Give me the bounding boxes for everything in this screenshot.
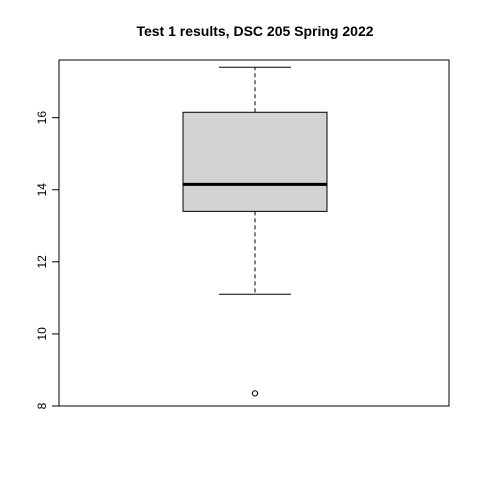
box-plot: [182, 66, 328, 397]
y-tick-label: 8: [35, 402, 49, 409]
y-tick-label: 12: [35, 255, 49, 269]
y-tick-label: 16: [35, 111, 49, 125]
y-axis: 8 10 12 14 16: [35, 111, 60, 409]
y-tick-label: 14: [35, 183, 49, 197]
y-tick-label: 10: [35, 327, 49, 341]
iqr-box: [182, 111, 328, 212]
chart-title: Test 1 results, DSC 205 Spring 2022: [136, 23, 373, 39]
outlier-point: [251, 390, 259, 397]
